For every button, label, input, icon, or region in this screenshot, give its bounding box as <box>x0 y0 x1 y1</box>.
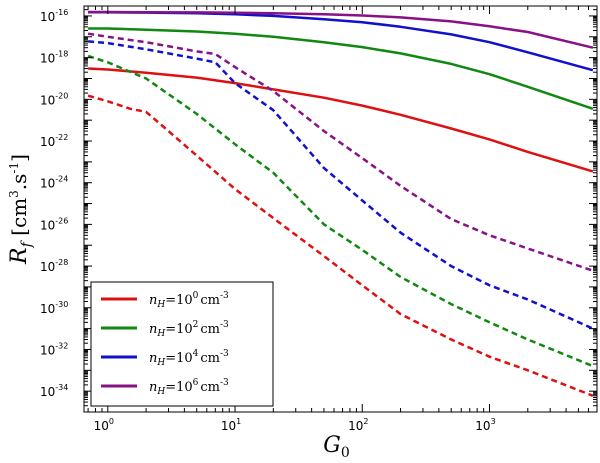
series-line-4 <box>87 94 594 397</box>
series-line-0 <box>88 67 594 173</box>
ticks-layer <box>84 5 598 413</box>
x-tick-label-3: 103 <box>475 417 495 433</box>
legend-label-3: nH=106 cm-3 <box>149 378 229 397</box>
y-tick-label-8: 10-32 <box>40 341 68 357</box>
y-tick-label-9: 10-34 <box>40 383 68 399</box>
x-tick-label-0: 100 <box>94 417 114 433</box>
y-tick-label-2: 10-20 <box>40 91 68 107</box>
series-line-7 <box>87 32 594 272</box>
legend: nH=100 cm-3 nH=102 cm-3 nH=104 cm-3 nH=106 cm-3 <box>90 281 274 407</box>
labels-layer: 100 101 102 103 10-16 10-18 10-20 10-22 10-24 10-… <box>7 8 496 461</box>
y-tick-label-6: 10-28 <box>40 258 68 274</box>
series-line-2 <box>88 11 594 72</box>
y-tick-label-7: 10-30 <box>40 300 68 316</box>
y-tick-label-5: 10-26 <box>40 216 68 232</box>
y-tick-label-0: 10-16 <box>40 8 68 24</box>
legend-label-2: nH=104 cm-3 <box>149 349 229 368</box>
series-line-1 <box>88 27 594 110</box>
x-axis-label: G0 <box>323 433 350 461</box>
series-layer <box>87 10 594 397</box>
y-tick-label-1: 10-18 <box>40 50 68 66</box>
legend-label-0: nH=100 cm-3 <box>149 291 229 310</box>
x-tick-label-2: 102 <box>348 417 368 433</box>
y-axis-label: Rf [cm3.s-1] <box>7 154 35 265</box>
plot-frame <box>83 5 598 413</box>
y-tick-label-3: 10-22 <box>40 133 68 149</box>
y-tick-label-4: 10-24 <box>40 175 68 191</box>
series-line-5 <box>87 54 594 368</box>
series-line-6 <box>87 40 594 330</box>
legend-label-1: nH=102 cm-3 <box>149 320 229 339</box>
series-line-3 <box>88 10 594 49</box>
x-tick-label-1: 101 <box>221 417 241 433</box>
